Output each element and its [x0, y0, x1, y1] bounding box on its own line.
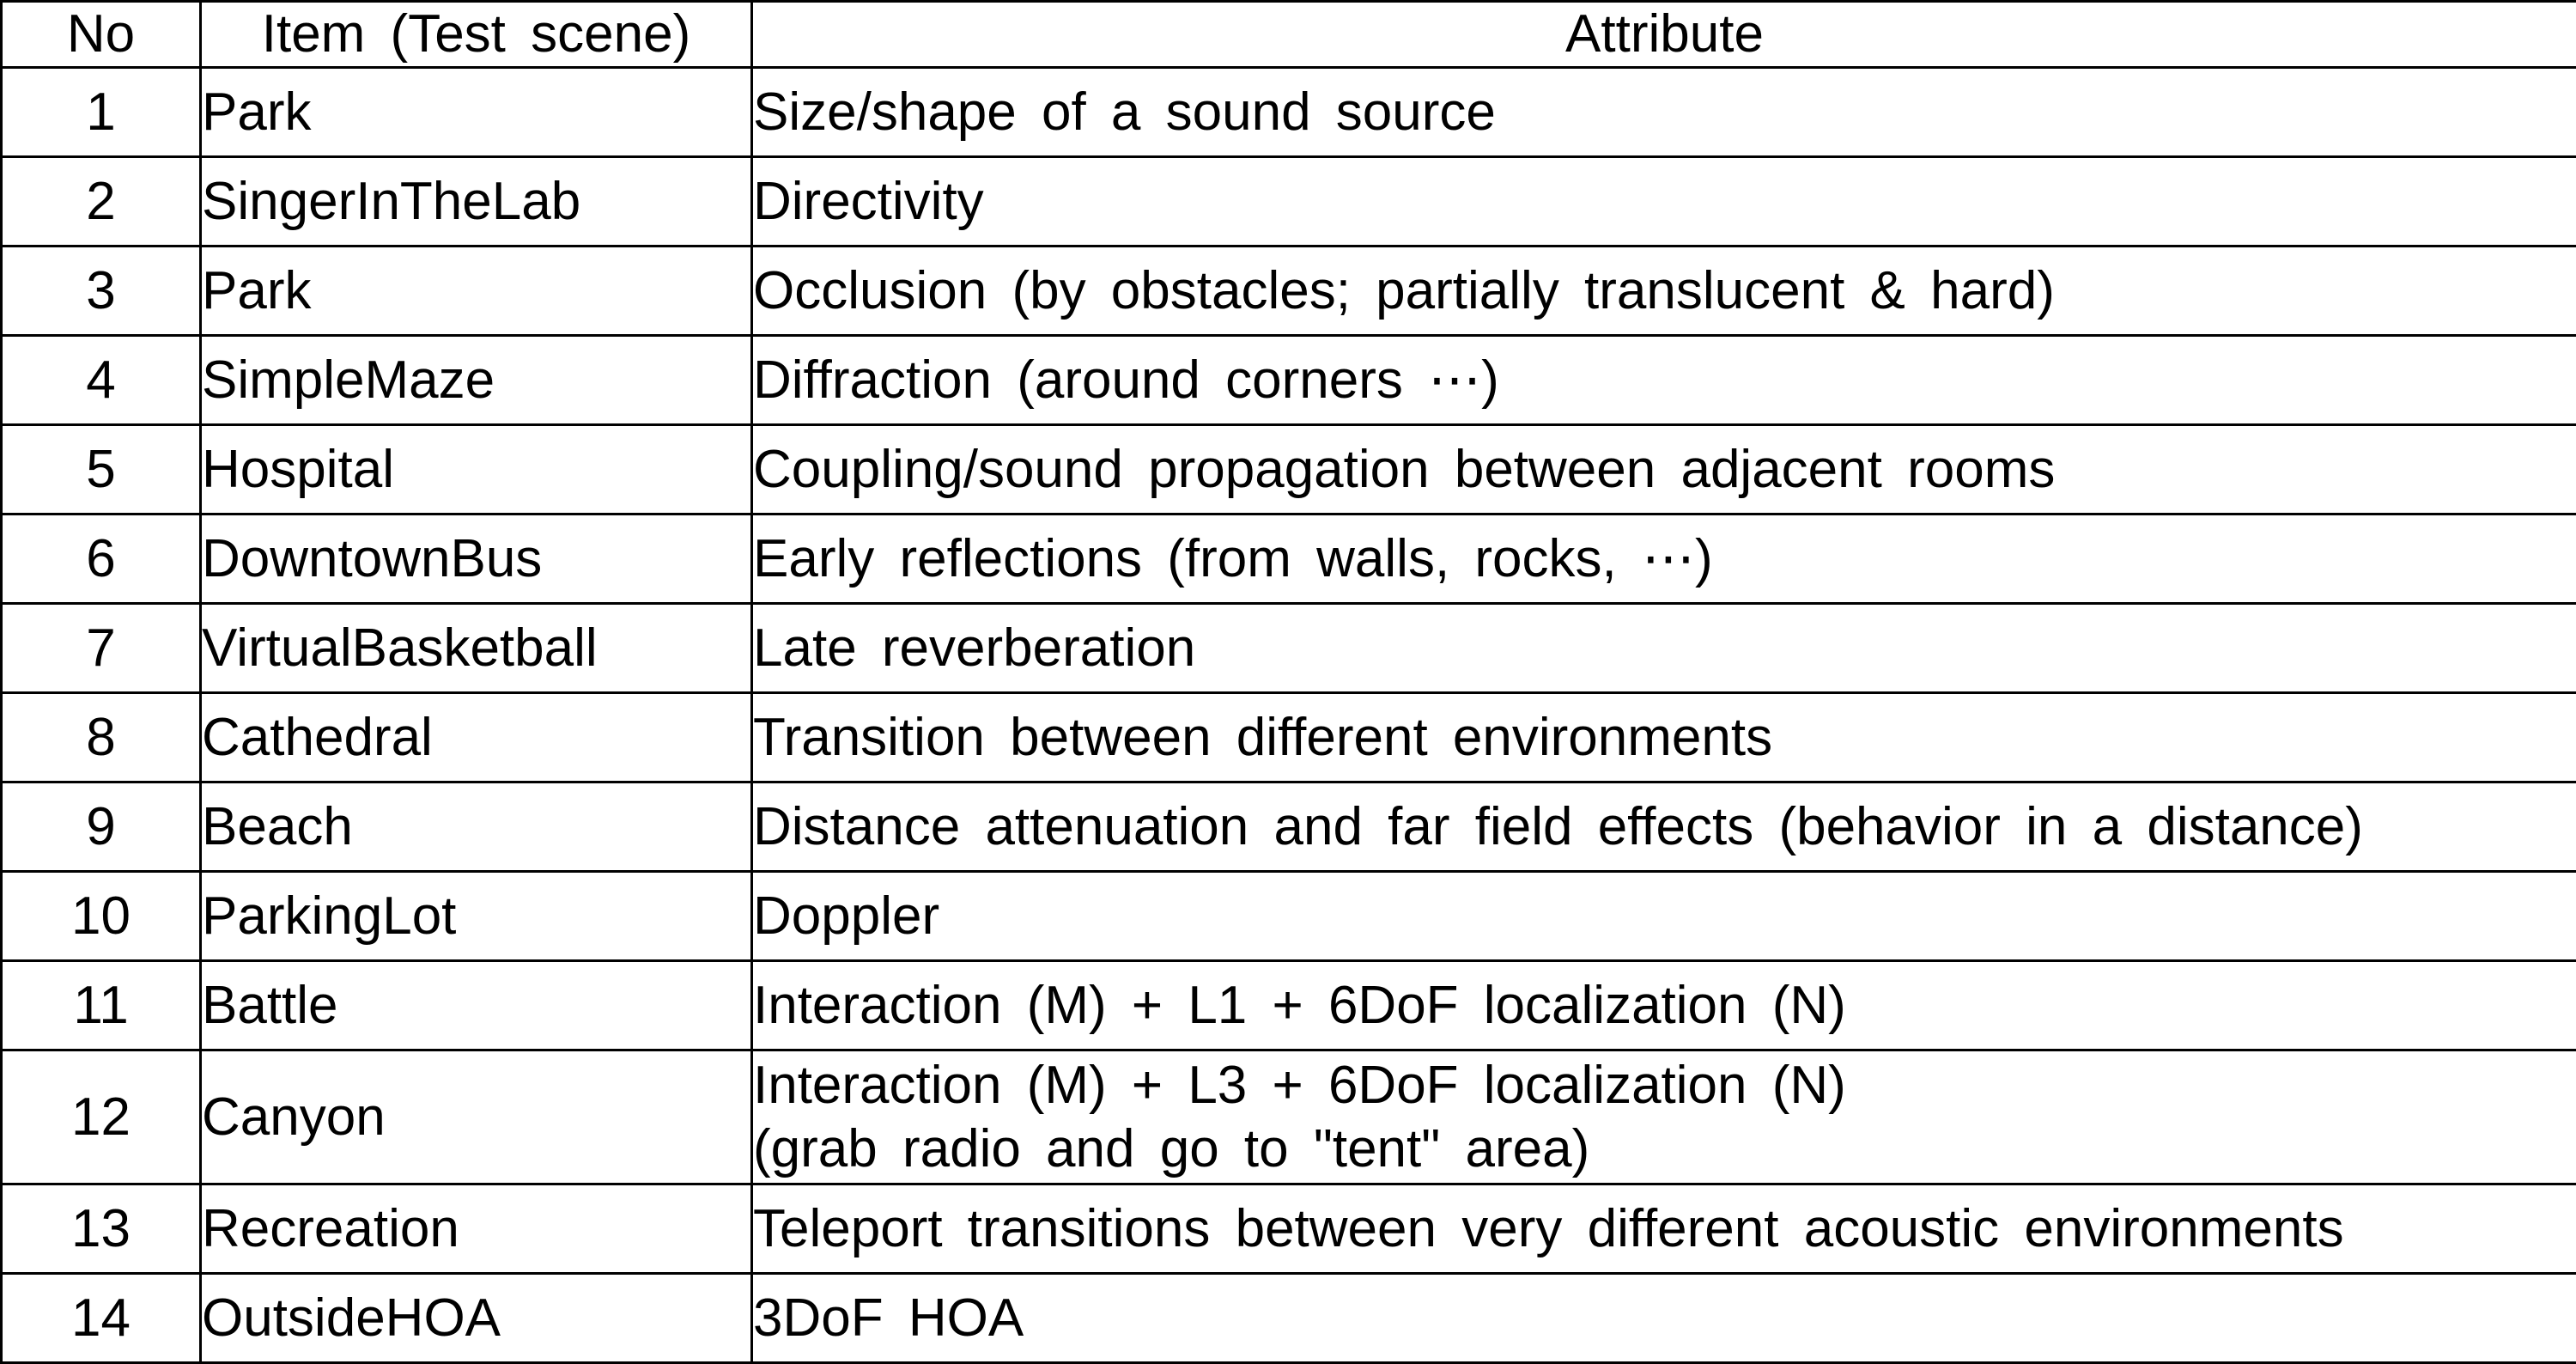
- table-row: 7 VirtualBasketball Late reverberation: [2, 604, 2576, 693]
- cell-attribute: Occlusion (by obstacles; partially trans…: [752, 247, 2576, 336]
- cell-attribute: Size/shape of a sound source: [752, 68, 2576, 157]
- cell-no: 11: [2, 961, 201, 1050]
- cell-attribute: Diffraction (around corners ⋯): [752, 336, 2576, 425]
- cell-no: 2: [2, 157, 201, 247]
- cell-attribute: Coupling/sound propagation between adjac…: [752, 425, 2576, 515]
- table-row: 9 Beach Distance attenuation and far fie…: [2, 782, 2576, 872]
- cell-no: 5: [2, 425, 201, 515]
- table-row: 2 SingerInTheLab Directivity: [2, 157, 2576, 247]
- table-header-row: No Item (Test scene) Attribute: [2, 2, 2576, 68]
- cell-no: 6: [2, 515, 201, 604]
- cell-item: ParkingLot: [201, 872, 752, 961]
- cell-attribute: Directivity: [752, 157, 2576, 247]
- header-attribute: Attribute: [752, 2, 2576, 68]
- header-no: No: [2, 2, 201, 68]
- cell-attribute: Early reflections (from walls, rocks, ⋯): [752, 515, 2576, 604]
- cell-no: 8: [2, 693, 201, 782]
- table-row: 12 Canyon Interaction (M) + L3 + 6DoF lo…: [2, 1050, 2576, 1184]
- cell-attribute: Late reverberation: [752, 604, 2576, 693]
- table-row: 14 OutsideHOA 3DoF HOA: [2, 1274, 2576, 1363]
- cell-item: SingerInTheLab: [201, 157, 752, 247]
- table-row: 4 SimpleMaze Diffraction (around corners…: [2, 336, 2576, 425]
- cell-no: 14: [2, 1274, 201, 1363]
- cell-attribute: Transition between different environment…: [752, 693, 2576, 782]
- cell-item: Battle: [201, 961, 752, 1050]
- cell-attribute: Doppler: [752, 872, 2576, 961]
- cell-no: 9: [2, 782, 201, 872]
- cell-item: OutsideHOA: [201, 1274, 752, 1363]
- cell-item: Beach: [201, 782, 752, 872]
- cell-item: DowntownBus: [201, 515, 752, 604]
- cell-no: 13: [2, 1184, 201, 1274]
- table-row: 10 ParkingLot Doppler: [2, 872, 2576, 961]
- cell-item: Canyon: [201, 1050, 752, 1184]
- cell-attribute-line-2: (grab radio and go to "tent" area): [753, 1117, 2576, 1181]
- cell-no: 7: [2, 604, 201, 693]
- cell-no: 12: [2, 1050, 201, 1184]
- cell-attribute-line-1: Interaction (M) + L3 + 6DoF localization…: [753, 1054, 2576, 1117]
- cell-item: Hospital: [201, 425, 752, 515]
- table-row: 11 Battle Interaction (M) + L1 + 6DoF lo…: [2, 961, 2576, 1050]
- cell-item: Recreation: [201, 1184, 752, 1274]
- table-row: 5 Hospital Coupling/sound propagation be…: [2, 425, 2576, 515]
- cell-no: 3: [2, 247, 201, 336]
- header-item: Item (Test scene): [201, 2, 752, 68]
- cell-no: 1: [2, 68, 201, 157]
- table-row: 8 Cathedral Transition between different…: [2, 693, 2576, 782]
- cell-attribute: Distance attenuation and far field effec…: [752, 782, 2576, 872]
- table-row: 3 Park Occlusion (by obstacles; partiall…: [2, 247, 2576, 336]
- cell-no: 4: [2, 336, 201, 425]
- cell-item: Park: [201, 68, 752, 157]
- table-row: 13 Recreation Teleport transitions betwe…: [2, 1184, 2576, 1274]
- cell-attribute: Interaction (M) + L3 + 6DoF localization…: [752, 1050, 2576, 1184]
- cell-item: Cathedral: [201, 693, 752, 782]
- cell-item: VirtualBasketball: [201, 604, 752, 693]
- table-row: 6 DowntownBus Early reflections (from wa…: [2, 515, 2576, 604]
- cell-item: Park: [201, 247, 752, 336]
- cell-attribute: 3DoF HOA: [752, 1274, 2576, 1363]
- cell-attribute: Teleport transitions between very differ…: [752, 1184, 2576, 1274]
- cell-item: SimpleMaze: [201, 336, 752, 425]
- cell-no: 10: [2, 872, 201, 961]
- table-row: 1 Park Size/shape of a sound source: [2, 68, 2576, 157]
- cell-attribute: Interaction (M) + L1 + 6DoF localization…: [752, 961, 2576, 1050]
